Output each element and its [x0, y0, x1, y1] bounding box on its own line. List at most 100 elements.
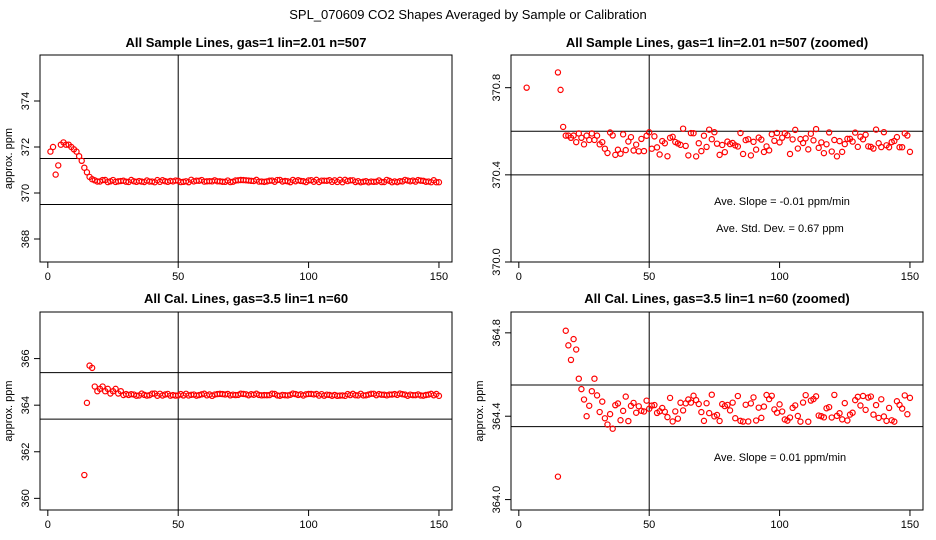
data-point	[435, 392, 443, 400]
data-point	[831, 136, 838, 144]
data-point	[708, 391, 715, 398]
data-point	[859, 392, 867, 400]
data-point	[716, 417, 723, 425]
data-point	[752, 146, 760, 153]
data-point	[690, 129, 697, 137]
data-point	[88, 364, 96, 372]
data-point	[862, 131, 869, 138]
data-point	[820, 149, 828, 157]
data-point	[695, 139, 702, 147]
chart-panel-4: All Cal. Lines, gas=3.5 lin=1 n=60 (zoom…	[474, 291, 924, 531]
data-point	[703, 400, 710, 407]
data-point	[604, 421, 611, 428]
plot-frame	[39, 311, 453, 511]
chart-title: All Sample Lines, gas=1 lin=2.01 n=507	[126, 35, 367, 50]
data-point	[612, 151, 619, 159]
data-point	[807, 130, 815, 137]
x-tick-label: 0	[516, 519, 522, 531]
data-point	[49, 143, 57, 151]
data-point	[83, 399, 91, 407]
x-tick-label: 50	[643, 519, 655, 531]
data-point	[705, 126, 713, 133]
data-point	[593, 392, 601, 399]
data-point	[692, 153, 700, 160]
y-tick-label: 370	[20, 184, 32, 202]
data-point	[765, 147, 773, 154]
data-point	[768, 392, 775, 400]
data-point	[792, 126, 799, 134]
data-point	[586, 402, 593, 409]
x-tick-label: 0	[45, 519, 51, 531]
data-point	[52, 171, 59, 178]
chart-title: All Sample Lines, gas=1 lin=2.01 n=507 (…	[566, 35, 868, 50]
data-point	[896, 144, 903, 151]
data-point	[378, 178, 385, 186]
data-point	[91, 383, 98, 390]
data-point	[651, 401, 658, 409]
data-point	[859, 136, 867, 143]
data-point	[732, 415, 739, 422]
data-point	[627, 133, 635, 141]
data-point	[862, 406, 869, 414]
data-point	[810, 137, 817, 144]
data-point	[695, 400, 702, 408]
data-point	[836, 410, 843, 417]
data-point	[562, 327, 569, 334]
data-point	[878, 396, 885, 403]
data-point	[867, 393, 875, 400]
data-point	[880, 128, 888, 136]
data-point	[849, 409, 856, 416]
plot-area	[511, 55, 923, 262]
data-point	[716, 151, 723, 159]
data-point	[742, 401, 749, 408]
data-point	[885, 404, 893, 412]
y-tick-label: 372	[20, 138, 32, 156]
data-point	[625, 417, 632, 425]
x-tick-label: 150	[901, 271, 919, 283]
data-point	[588, 388, 596, 395]
data-point	[786, 150, 794, 158]
y-tick-label: 366	[20, 349, 32, 367]
data-point	[679, 407, 687, 414]
data-point	[570, 335, 577, 343]
data-point	[802, 135, 809, 142]
data-point	[776, 401, 783, 408]
data-point	[906, 394, 914, 402]
data-point	[619, 131, 627, 138]
data-point	[729, 399, 736, 406]
data-point	[588, 130, 596, 137]
x-tick-label: 50	[172, 519, 184, 531]
data-point	[828, 414, 835, 421]
data-point	[622, 146, 629, 154]
data-point	[635, 148, 642, 155]
data-point	[760, 403, 768, 410]
y-tick-label: 374	[20, 92, 32, 110]
data-point	[601, 415, 609, 422]
data-point	[622, 393, 629, 400]
data-point	[818, 139, 825, 146]
data-point	[797, 418, 804, 425]
data-point	[591, 375, 598, 382]
data-point	[586, 136, 593, 144]
data-point	[664, 153, 671, 160]
data-point	[572, 138, 580, 146]
data-point	[698, 147, 705, 155]
data-point	[802, 391, 809, 399]
data-point	[143, 392, 151, 399]
data-point	[872, 126, 880, 133]
data-point	[83, 169, 91, 176]
data-point	[648, 402, 656, 409]
data-point	[661, 408, 669, 415]
data-point	[653, 144, 661, 151]
x-tick-label: 100	[299, 519, 317, 531]
data-point	[865, 143, 872, 150]
data-point	[792, 402, 799, 409]
y-axis-label: approx. ppm	[3, 128, 15, 189]
data-point	[898, 143, 906, 151]
data-point	[617, 417, 624, 424]
data-point	[838, 148, 846, 156]
data-point	[565, 342, 572, 349]
plot-frame	[510, 311, 924, 511]
data-point	[898, 405, 906, 412]
